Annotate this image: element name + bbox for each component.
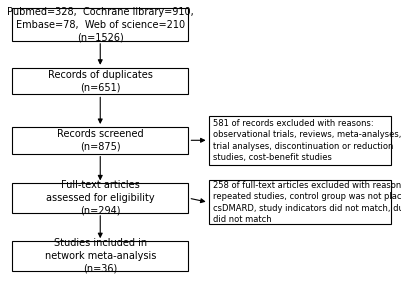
Text: 581 of records excluded with reasons:
observational trials, reviews, meta-analys: 581 of records excluded with reasons: ob…: [213, 119, 401, 162]
Bar: [12, 127, 188, 154]
Bar: [12, 241, 188, 271]
Text: Full-text articles
assessed for eligibility
(n=294): Full-text articles assessed for eligibil…: [46, 180, 154, 216]
Text: Records screened
(n=875): Records screened (n=875): [57, 129, 144, 152]
Text: Studies included in
network meta-analysis
(n=36): Studies included in network meta-analysi…: [45, 238, 156, 274]
Bar: [209, 180, 391, 224]
Bar: [12, 183, 188, 213]
Text: 258 of full-text articles excluded with reasons:
repeated studies, control group: 258 of full-text articles excluded with …: [213, 181, 401, 224]
Text: Records of duplicates
(n=651): Records of duplicates (n=651): [48, 70, 153, 92]
Bar: [209, 116, 391, 165]
Bar: [12, 68, 188, 94]
Text: Pubmed=328,  Cochrane library=910,
Embase=78,  Web of science=210
(n=1526): Pubmed=328, Cochrane library=910, Embase…: [7, 7, 194, 43]
Bar: [12, 8, 188, 41]
